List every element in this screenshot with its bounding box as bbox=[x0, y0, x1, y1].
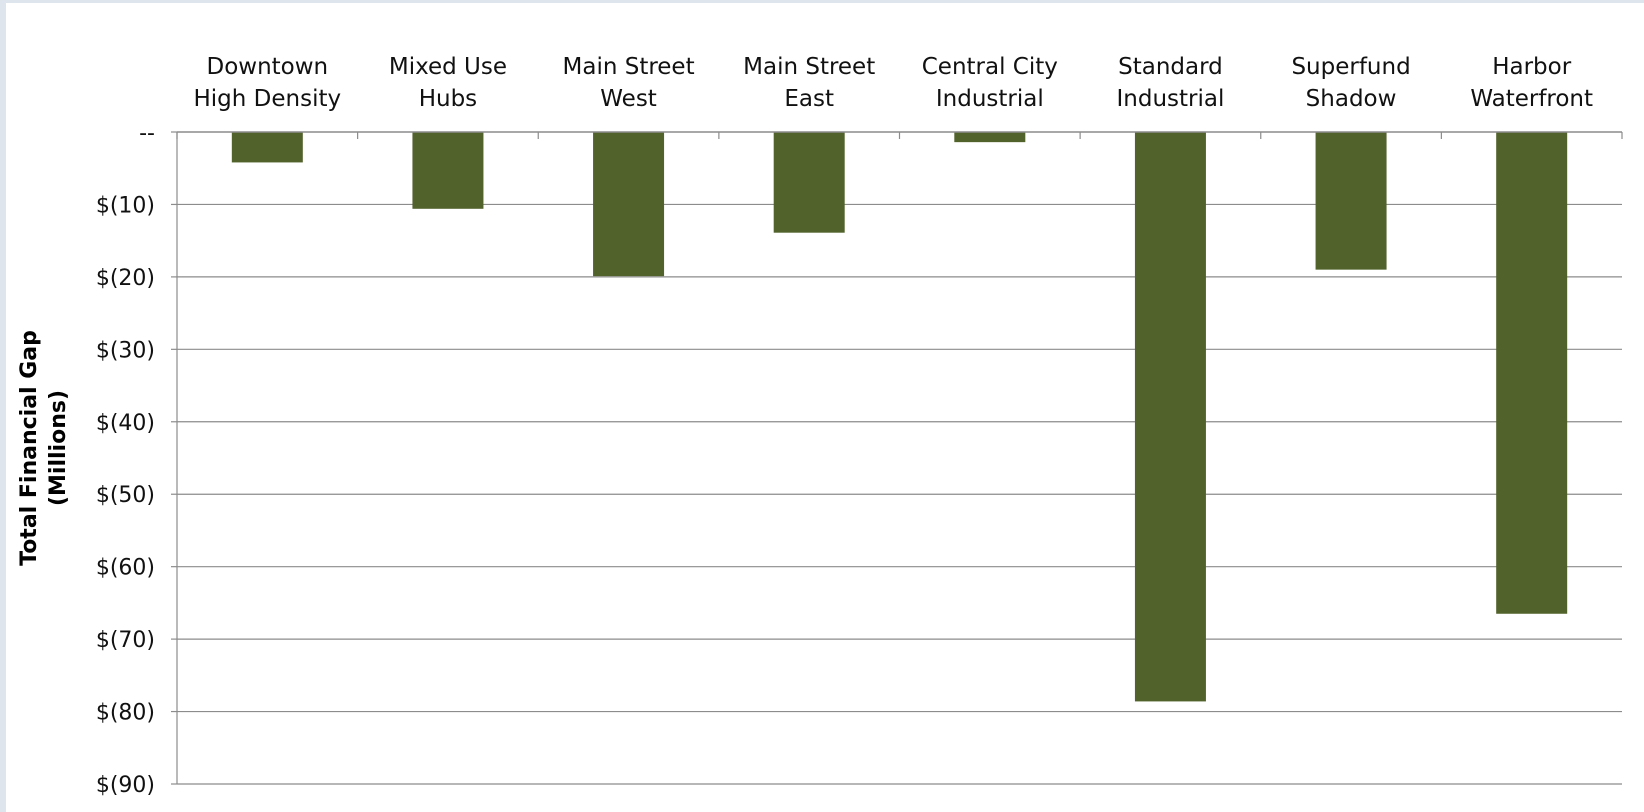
y-tick-label: $(30) bbox=[96, 338, 155, 363]
category-label: Central City Industrial bbox=[922, 54, 1058, 112]
y-tick-label: $(70) bbox=[96, 628, 155, 653]
category-label: Harbor Waterfront bbox=[1470, 54, 1593, 112]
bar bbox=[1315, 132, 1387, 270]
category-label-line: Harbor bbox=[1492, 54, 1572, 80]
bar-chart: -- $(10) $(20) $(30) $(40) $(50) $(60) $(70) $(8… bbox=[17, 54, 1623, 798]
category-label-line: Central City bbox=[922, 54, 1058, 80]
bar bbox=[773, 132, 845, 233]
y-tick-label: $(90) bbox=[96, 773, 155, 798]
category-label: Downtown High Density bbox=[194, 54, 342, 112]
y-tick-label: $(40) bbox=[96, 411, 155, 436]
y-axis-title-line: (Millions) bbox=[46, 390, 71, 506]
y-tick-label: $(50) bbox=[96, 483, 155, 508]
y-tick-label: -- bbox=[139, 121, 155, 146]
y-axis-title: Total Financial Gap (Millions) bbox=[17, 330, 71, 566]
category-label: Mixed Use Hubs bbox=[389, 54, 507, 112]
category-label-line: East bbox=[784, 86, 834, 112]
bar bbox=[1496, 132, 1568, 614]
y-tick-label: $(10) bbox=[96, 193, 155, 218]
y-tick-labels: -- $(10) $(20) $(30) $(40) $(50) $(60) $(70) $(8… bbox=[96, 121, 155, 798]
category-label-line: Downtown bbox=[206, 54, 328, 80]
category-label: Main Street East bbox=[743, 54, 875, 112]
category-label-line: West bbox=[600, 86, 657, 112]
category-labels: Downtown High Density Mixed Use Hubs Main St… bbox=[194, 54, 1594, 112]
category-label: Main Street West bbox=[563, 54, 695, 112]
y-axis-title-line: Total Financial Gap bbox=[17, 330, 42, 566]
chart-panel: -- $(10) $(20) $(30) $(40) $(50) $(60) $(70) $(8… bbox=[6, 3, 1644, 812]
y-tick-label: $(20) bbox=[96, 266, 155, 291]
bar bbox=[954, 132, 1026, 143]
category-label-line: Industrial bbox=[1117, 86, 1225, 112]
bars bbox=[231, 132, 1568, 702]
category-label: Standard Industrial bbox=[1117, 54, 1225, 112]
category-label-line: Mixed Use bbox=[389, 54, 507, 80]
category-label-line: Standard bbox=[1118, 54, 1223, 80]
category-label: Superfund Shadow bbox=[1291, 54, 1410, 112]
axes bbox=[171, 131, 1623, 785]
category-label-line: Shadow bbox=[1306, 86, 1397, 112]
category-label-line: Industrial bbox=[936, 86, 1044, 112]
bar bbox=[593, 132, 665, 277]
bar bbox=[1134, 132, 1206, 702]
category-label-line: High Density bbox=[194, 86, 342, 112]
bar bbox=[231, 132, 303, 163]
gridlines bbox=[177, 203, 1622, 785]
y-tick-label: $(60) bbox=[96, 556, 155, 581]
bar bbox=[412, 132, 484, 209]
category-label-line: Main Street bbox=[563, 54, 695, 80]
category-label-line: Superfund bbox=[1291, 54, 1410, 80]
category-label-line: Hubs bbox=[419, 86, 477, 112]
category-label-line: Waterfront bbox=[1470, 86, 1593, 112]
y-tick-label: $(80) bbox=[96, 701, 155, 726]
category-label-line: Main Street bbox=[743, 54, 875, 80]
